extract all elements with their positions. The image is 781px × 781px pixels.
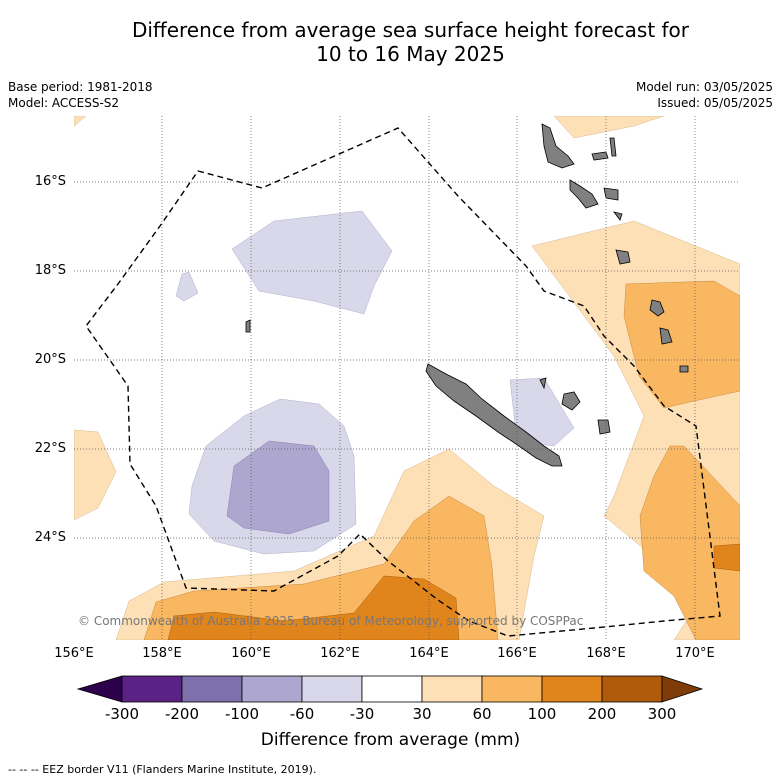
colorbar-tick-4: -30 — [349, 705, 375, 723]
anomaly-30-60-top — [553, 116, 665, 139]
lat-tick-22s: 22°S — [34, 441, 66, 456]
anomaly-neg-30-60-north — [231, 210, 393, 315]
issued-text: Issued: 05/05/2025 — [657, 96, 773, 110]
meta-right: Model run: 03/05/2025 Issued: 05/05/2025 — [636, 79, 773, 111]
model-run-text: Model run: 03/05/2025 — [635, 80, 773, 94]
lat-tick-24s: 24°S — [34, 530, 66, 545]
anomaly-60-100-east — [623, 280, 740, 409]
colorbar-over-arrow — [661, 675, 704, 703]
anomaly-100-200-south — [167, 575, 460, 640]
vanuatu-island-2 — [591, 151, 609, 161]
base-period-text: Base period: 1981-2018 — [8, 80, 153, 94]
anomaly-30-60-topleft — [74, 116, 87, 127]
graticule — [74, 116, 740, 640]
colorbar-tick-6: 60 — [472, 705, 492, 723]
anomaly-60-100-southeast — [639, 445, 740, 640]
lat-tick-16s: 16°S — [34, 174, 66, 189]
colorbar-title: Difference from average (mm) — [260, 730, 521, 750]
colorbar-tick-9: 300 — [647, 705, 677, 723]
anomaly-30-60-west — [74, 429, 117, 521]
colorbar-bin-4 — [361, 675, 423, 703]
loyalty-island-3 — [539, 377, 547, 390]
loyalty-island-1 — [561, 391, 581, 411]
colorbar-bin-1 — [181, 675, 243, 703]
map-title: Difference from average sea surface heig… — [40, 18, 781, 66]
matthew-island-3 — [679, 365, 689, 373]
colorbar-tick-0: -300 — [104, 705, 140, 723]
model-text: Model: ACCESS-S2 — [8, 96, 120, 110]
colorbar-bin-2 — [241, 675, 303, 703]
meta-left: Base period: 1981-2018 Model: ACCESS-S2 — [8, 79, 153, 111]
colorbar-tick-2: -100 — [224, 705, 260, 723]
lon-tick-162e: 162°E — [320, 646, 360, 661]
vanuatu-island-5 — [603, 187, 619, 201]
colorbar — [76, 675, 704, 703]
colorbar-tick-7: 100 — [527, 705, 557, 723]
lat-tick-20s: 20°S — [34, 352, 66, 367]
colorbar-under-arrow — [76, 675, 123, 703]
colorbar-bin-5 — [421, 675, 483, 703]
colorbar-tick-8: 200 — [587, 705, 617, 723]
colorbar-tick-5: 30 — [412, 705, 432, 723]
vanuatu-island-1 — [541, 123, 575, 169]
colorbar-tick-1: -200 — [164, 705, 200, 723]
eez-border — [85, 127, 721, 637]
vanuatu-island-3 — [609, 137, 617, 157]
map-panel — [74, 116, 740, 640]
lon-tick-160e: 160°E — [231, 646, 271, 661]
chesterfield-islet — [245, 319, 251, 333]
lon-tick-170e: 170°E — [675, 646, 715, 661]
colorbar-bin-8 — [601, 675, 663, 703]
title-line-2: 10 to 16 May 2025 — [316, 42, 505, 66]
colorbar-bin-7 — [541, 675, 603, 703]
lon-tick-166e: 166°E — [497, 646, 537, 661]
colorbar-bin-3 — [301, 675, 363, 703]
lon-tick-164e: 164°E — [409, 646, 449, 661]
colorbar-bin-0 — [121, 675, 183, 703]
colorbar-bin-6 — [481, 675, 543, 703]
lon-tick-156e: 156°E — [54, 646, 94, 661]
loyalty-island-2 — [597, 419, 611, 435]
lat-tick-18s: 18°S — [34, 263, 66, 278]
anomaly-neg-30-60-patch — [175, 271, 199, 302]
vanuatu-island-6 — [613, 211, 623, 221]
map-svg — [74, 116, 740, 640]
eez-footnote: -- -- -- EEZ border V11 (Flanders Marine… — [8, 763, 317, 776]
anomaly-100-200-east — [713, 543, 740, 572]
matthew-island-2 — [659, 327, 673, 345]
title-line-1: Difference from average sea surface heig… — [131, 18, 690, 42]
copyright-text: © Commonwealth of Australia 2025, Bureau… — [78, 614, 584, 628]
lon-tick-168e: 168°E — [586, 646, 626, 661]
anomaly-neg-60-100-central — [226, 440, 330, 535]
matthew-island-1 — [649, 299, 665, 317]
new-caledonia-land — [425, 363, 563, 467]
vanuatu-island-4 — [569, 179, 599, 209]
vanuatu-island-7 — [615, 249, 631, 265]
colorbar-tick-3: -60 — [289, 705, 315, 723]
lon-tick-158e: 158°E — [142, 646, 182, 661]
